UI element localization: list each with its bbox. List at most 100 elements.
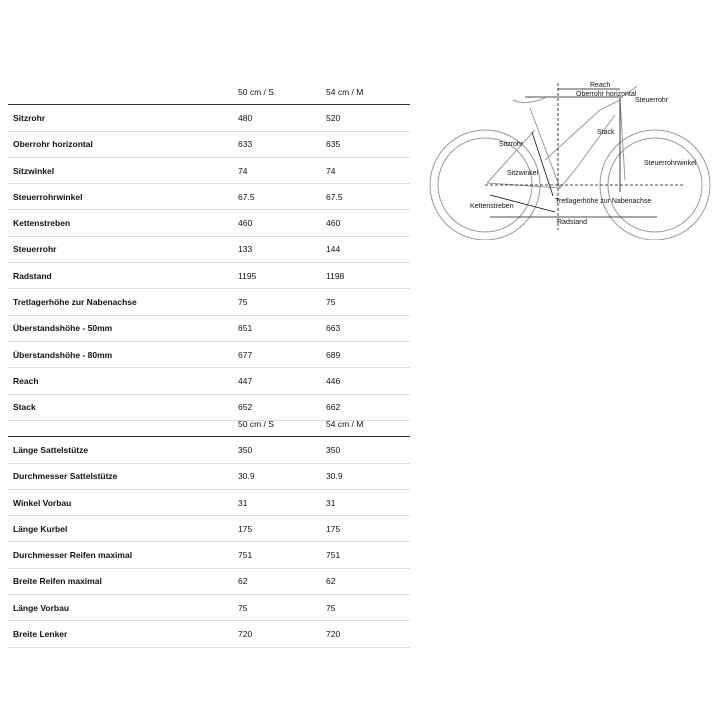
value-size-s: 62 bbox=[238, 576, 248, 587]
table-header: 50 cm / S 54 cm / M bbox=[8, 79, 410, 106]
row-label: Steuerrohr bbox=[13, 244, 57, 255]
value-size-s: 633 bbox=[238, 139, 253, 150]
table-row: Radstand 1195 1198 bbox=[8, 263, 410, 290]
table-row: Länge Kurbel 175 175 bbox=[8, 516, 410, 543]
table-row: Oberrohr horizontal 633 635 bbox=[8, 132, 410, 158]
value-size-s: 751 bbox=[238, 550, 253, 561]
value-size-m: 62 bbox=[326, 576, 336, 587]
value-size-m: 460 bbox=[326, 218, 341, 229]
label-bb-drop: Tretlagerhöhe zur Nabenachse bbox=[555, 198, 651, 205]
value-size-m: 75 bbox=[326, 297, 336, 308]
value-size-m: 144 bbox=[326, 244, 341, 255]
label-head-angle: Steuerrohrwinkel bbox=[644, 160, 697, 167]
value-size-m: 350 bbox=[326, 444, 341, 455]
frame bbox=[486, 85, 638, 189]
value-size-s: 677 bbox=[238, 349, 253, 360]
table-row: Steuerrohrwinkel 67.5 67.5 bbox=[8, 184, 410, 211]
label-stack: Stack bbox=[597, 129, 615, 136]
table-row: Reach 447 446 bbox=[8, 368, 410, 395]
value-size-m: 30.9 bbox=[326, 471, 343, 482]
table-row: Tretlagerhöhe zur Nabenachse 75 75 bbox=[8, 289, 410, 316]
value-size-m: 74 bbox=[326, 165, 336, 176]
label-seat-angle: Sitzwinkel bbox=[507, 170, 539, 177]
row-label: Länge Kurbel bbox=[13, 523, 68, 534]
row-label: Länge Vorbau bbox=[13, 602, 70, 613]
value-size-s: 1195 bbox=[238, 270, 257, 281]
value-size-m: 751 bbox=[326, 550, 341, 561]
row-label: Steuerrohrwinkel bbox=[13, 191, 83, 202]
label-seat-tube: Sitzrohr bbox=[499, 141, 524, 148]
row-label: Überstandshöhe - 50mm bbox=[13, 323, 113, 334]
table-row: Überstandshöhe - 80mm 677 689 bbox=[8, 342, 410, 369]
column-size-s: 50 cm / S bbox=[238, 86, 274, 97]
table-row: Länge Vorbau 75 75 bbox=[8, 595, 410, 622]
value-size-s: 30.9 bbox=[238, 471, 255, 482]
value-size-s: 133 bbox=[238, 244, 253, 255]
label-chainstays: Kettenstreben bbox=[470, 203, 514, 210]
table-row: Sitzrohr 480 520 bbox=[8, 105, 410, 132]
label-reach: Reach bbox=[590, 82, 610, 89]
row-label: Durchmesser Reifen maximal bbox=[13, 550, 133, 561]
value-size-s: 350 bbox=[238, 444, 253, 455]
value-size-m: 67.5 bbox=[326, 191, 343, 202]
table-row: Breite Reifen maximal 62 62 bbox=[8, 569, 410, 596]
table-row: Sitzwinkel 74 74 bbox=[8, 158, 410, 185]
row-label: Reach bbox=[13, 375, 39, 386]
table-row: Durchmesser Sattelstütze 30.9 30.9 bbox=[8, 464, 410, 490]
row-label: Kettenstreben bbox=[13, 218, 71, 229]
label-head-tube: Steuerrohr bbox=[635, 97, 669, 104]
value-size-s: 651 bbox=[238, 323, 253, 334]
value-size-m: 75 bbox=[326, 602, 336, 613]
value-size-s: 447 bbox=[238, 375, 253, 386]
value-size-s: 75 bbox=[238, 602, 248, 613]
value-size-s: 67.5 bbox=[238, 191, 255, 202]
value-size-s: 460 bbox=[238, 218, 253, 229]
value-size-m: 720 bbox=[326, 629, 341, 640]
value-size-m: 1198 bbox=[326, 270, 345, 281]
column-size-m: 54 cm / M bbox=[326, 418, 364, 429]
value-size-s: 652 bbox=[238, 402, 253, 413]
value-size-m: 663 bbox=[326, 323, 341, 334]
column-size-m: 54 cm / M bbox=[326, 86, 364, 97]
row-label: Tretlagerhöhe zur Nabenachse bbox=[13, 297, 137, 308]
row-label: Breite Reifen maximal bbox=[13, 576, 102, 587]
table-row: Breite Lenker 720 720 bbox=[8, 621, 410, 648]
row-label: Breite Lenker bbox=[13, 629, 68, 640]
row-label: Oberrohr horizontal bbox=[13, 139, 93, 150]
label-top-tube: Oberrohr horizontal bbox=[576, 91, 637, 98]
value-size-s: 31 bbox=[238, 497, 248, 508]
value-size-m: 635 bbox=[326, 139, 341, 150]
value-size-m: 31 bbox=[326, 497, 336, 508]
value-size-s: 720 bbox=[238, 629, 253, 640]
components-table: 50 cm / S 54 cm / M Länge Sattelstütze 35… bbox=[8, 411, 410, 648]
table-row: Steuerrohr 133 144 bbox=[8, 237, 410, 264]
value-size-s: 175 bbox=[238, 523, 253, 534]
table-header: 50 cm / S 54 cm / M bbox=[8, 411, 410, 438]
table-row: Stack 652 662 bbox=[8, 395, 410, 421]
table-row: Durchmesser Reifen maximal 751 751 bbox=[8, 542, 410, 569]
geometry-table: 50 cm / S 54 cm / M Sitzrohr 480 520 Oberro… bbox=[8, 79, 410, 421]
row-label: Länge Sattelstütze bbox=[13, 444, 89, 455]
table-row: Winkel Vorbau 31 31 bbox=[8, 490, 410, 517]
row-label: Überstandshöhe - 80mm bbox=[13, 349, 113, 360]
row-label: Stack bbox=[13, 402, 36, 413]
value-size-s: 480 bbox=[238, 112, 253, 123]
bike-geometry-diagram: Reach Oberrohr horizontal Steuerrohr Sta… bbox=[429, 82, 711, 240]
value-size-m: 520 bbox=[326, 112, 341, 123]
value-size-m: 662 bbox=[326, 402, 341, 413]
value-size-s: 74 bbox=[238, 165, 248, 176]
row-label: Winkel Vorbau bbox=[13, 497, 72, 508]
table-row: Länge Sattelstütze 350 350 bbox=[8, 437, 410, 464]
table-row: Überstandshöhe - 50mm 651 663 bbox=[8, 316, 410, 342]
value-size-m: 446 bbox=[326, 375, 341, 386]
value-size-m: 175 bbox=[326, 523, 341, 534]
table-row: Kettenstreben 460 460 bbox=[8, 210, 410, 237]
row-label: Sitzwinkel bbox=[13, 165, 55, 176]
row-label: Radstand bbox=[13, 270, 52, 281]
row-label: Sitzrohr bbox=[13, 112, 46, 123]
value-size-s: 75 bbox=[238, 297, 248, 308]
value-size-m: 689 bbox=[326, 349, 341, 360]
row-label: Durchmesser Sattelstütze bbox=[13, 471, 118, 482]
column-size-s: 50 cm / S bbox=[238, 418, 274, 429]
label-wheelbase: Radstand bbox=[557, 219, 587, 226]
